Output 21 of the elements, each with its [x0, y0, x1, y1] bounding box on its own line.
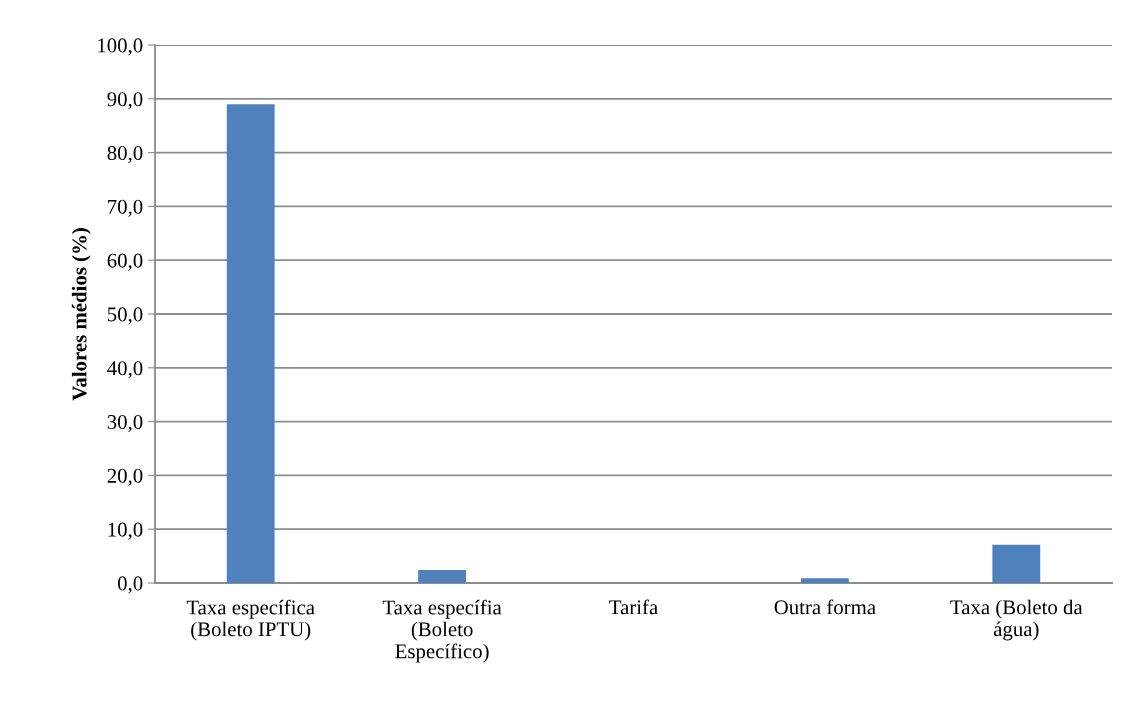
y-tick-label: 80,0 — [107, 145, 143, 164]
y-tick-label: 40,0 — [107, 361, 143, 379]
x-tick-label: Taxa específica (Boleto IPTU) — [186, 599, 315, 641]
x-tick-label: Taxa (Boleto da água) — [950, 599, 1083, 641]
x-tick-label: Taxa específia (Boleto Específico) — [382, 599, 502, 663]
y-tick-label: 90,0 — [107, 92, 143, 110]
y-tick-label: 100,0 — [98, 38, 143, 56]
bar — [992, 544, 1041, 583]
y-tick-label: 50,0 — [107, 307, 143, 325]
y-tick-label: 70,0 — [108, 199, 143, 217]
y-tick-label: 20,0 — [107, 468, 143, 486]
bar — [800, 578, 849, 583]
y-tick-label: 30,0 — [107, 414, 143, 433]
y-tick-label: 10,0 — [108, 522, 143, 540]
bar — [418, 570, 467, 583]
y-tick-label: 0,0 — [117, 576, 143, 594]
y-axis-title: Valores médios (%) — [71, 228, 91, 401]
y-tick-label: 60,0 — [107, 253, 143, 271]
x-tick-label: Tarifa — [609, 599, 658, 615]
x-tick-label: Outra forma — [774, 599, 876, 615]
bar — [226, 104, 275, 583]
